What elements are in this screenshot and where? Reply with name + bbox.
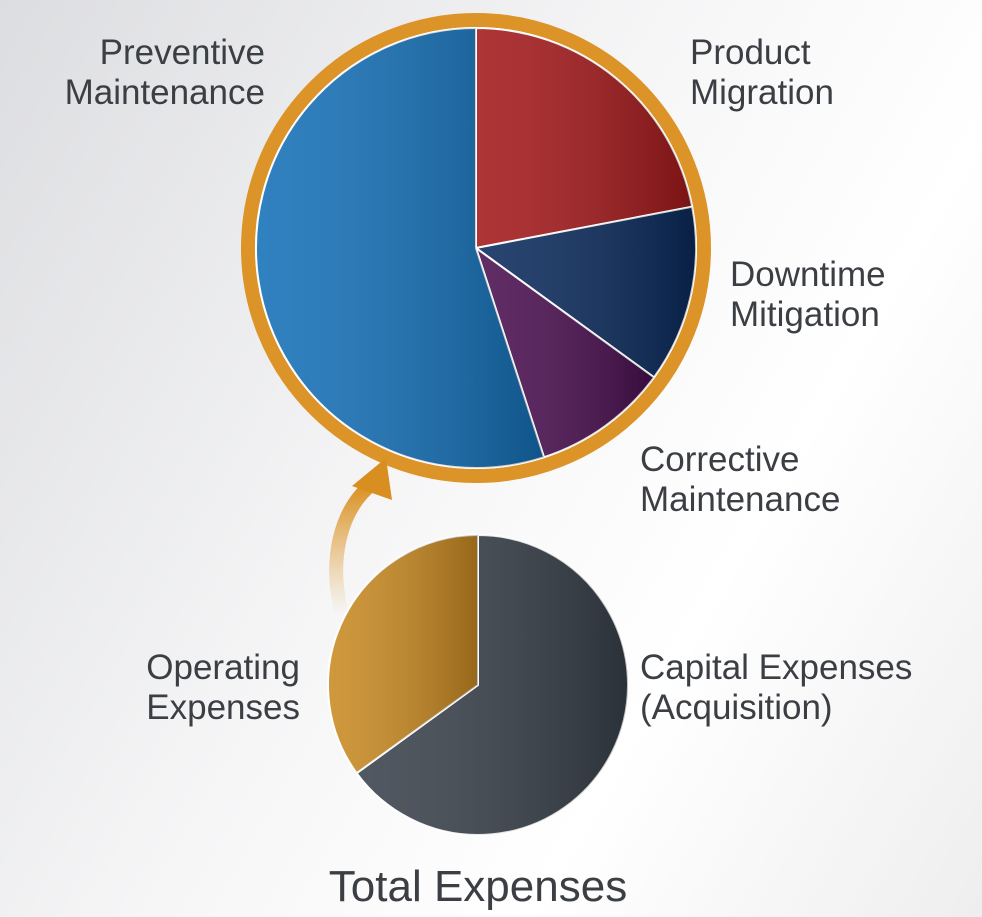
slice-label: Corrective Maintenance: [640, 440, 841, 519]
chart-title: Total Expenses: [328, 862, 628, 911]
slice-label: Product Migration: [690, 33, 834, 112]
slice-label: Preventive Maintenance: [64, 33, 265, 112]
slice-label: Downtime Mitigation: [730, 255, 886, 334]
slice-label: Operating Expenses: [146, 648, 300, 727]
arrow-head: [352, 458, 392, 500]
pie-ring: [241, 13, 711, 483]
slice-label: Capital Expenses (Acquisition): [640, 648, 913, 727]
